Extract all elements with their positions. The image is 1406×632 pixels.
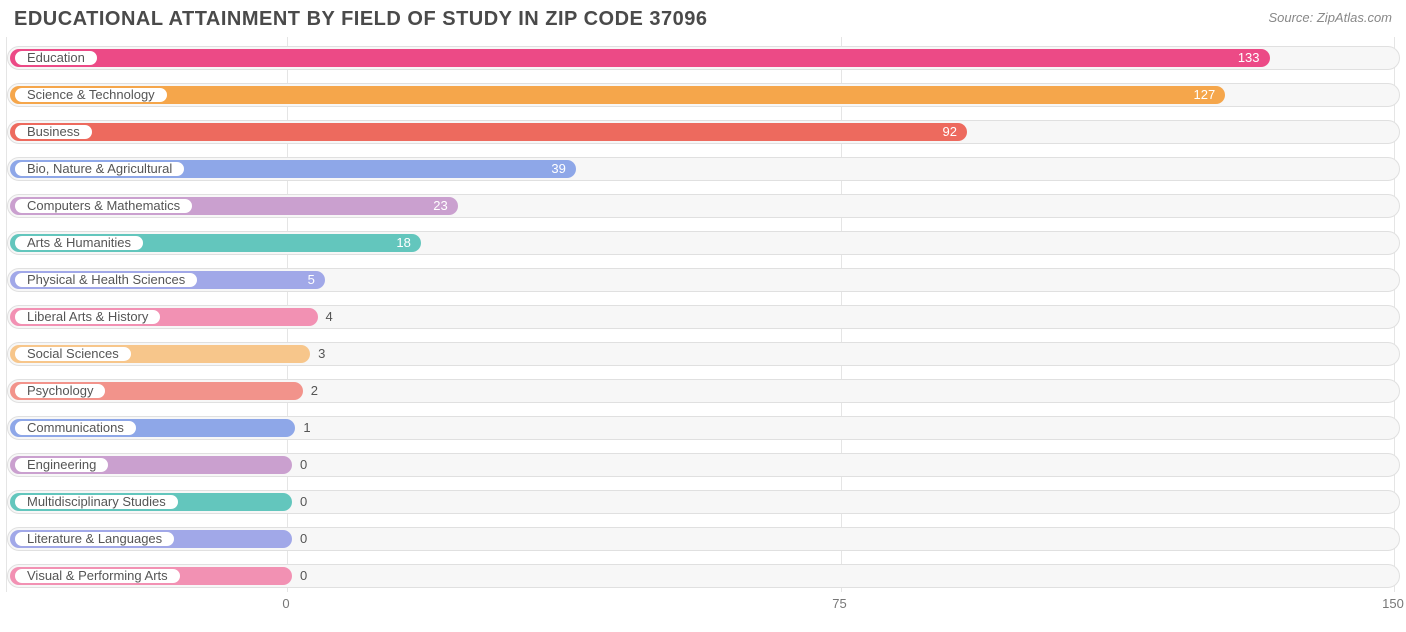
bar-rows: 133 Education 127 Science & Technology 92 Bus… [7, 37, 1400, 594]
bar-row: 0 Visual & Performing Arts [7, 557, 1400, 594]
bar-track: 2 Psychology [7, 379, 1400, 403]
bar-track: 3 Social Sciences [7, 342, 1400, 366]
x-tick-label: 0 [282, 596, 289, 611]
bar-value-label: 133 [1238, 49, 1260, 67]
chart: 133 Education 127 Science & Technology 92 Bus… [6, 37, 1400, 620]
bar-row: 92 Business [7, 113, 1400, 150]
bar-track: 0 Visual & Performing Arts [7, 564, 1400, 588]
x-tick-label: 75 [832, 596, 846, 611]
bar-row: 133 Education [7, 39, 1400, 76]
bar-track: 0 Multidisciplinary Studies [7, 490, 1400, 514]
bar-value-label: 23 [433, 197, 447, 215]
bar-row: 0 Multidisciplinary Studies [7, 483, 1400, 520]
bar-row: 1 Communications [7, 409, 1400, 446]
bar-fill: 133 [10, 49, 1270, 67]
bar-track: 0 Literature & Languages [7, 527, 1400, 551]
chart-title: EDUCATIONAL ATTAINMENT BY FIELD OF STUDY… [14, 8, 708, 31]
bar-value-label: 0 [300, 454, 307, 476]
bar-value-label: 0 [300, 528, 307, 550]
x-axis: 075150 [6, 592, 1400, 620]
bar-row: 23 Computers & Mathematics [7, 187, 1400, 224]
bar-value-label: 127 [1194, 86, 1216, 104]
bar-value-label: 1 [303, 417, 310, 439]
chart-header: EDUCATIONAL ATTAINMENT BY FIELD OF STUDY… [0, 0, 1406, 37]
bar-row: 127 Science & Technology [7, 76, 1400, 113]
bar-row: 5 Physical & Health Sciences [7, 261, 1400, 298]
x-tick-label: 150 [1382, 596, 1404, 611]
bar-fill: 127 [10, 86, 1225, 104]
bar-category-pill: Engineering [14, 457, 109, 473]
chart-source: Source: ZipAtlas.com [1268, 8, 1392, 25]
bar-row: 3 Social Sciences [7, 335, 1400, 372]
bar-value-label: 18 [396, 234, 410, 252]
bar-value-label: 2 [311, 380, 318, 402]
bar-row: 18 Arts & Humanities [7, 224, 1400, 261]
bar-category-pill: Business [14, 124, 93, 140]
bar-category-pill: Physical & Health Sciences [14, 272, 198, 288]
bar-track: 133 Education [7, 46, 1400, 70]
bar-row: 0 Literature & Languages [7, 520, 1400, 557]
bar-category-pill: Psychology [14, 383, 106, 399]
bar-value-label: 3 [318, 343, 325, 365]
plot-area: 133 Education 127 Science & Technology 92 Bus… [6, 37, 1400, 592]
bar-row: 2 Psychology [7, 372, 1400, 409]
bar-fill: 92 [10, 123, 967, 141]
bar-category-pill: Education [14, 50, 98, 66]
bar-value-label: 4 [326, 306, 333, 328]
bar-track: 1 Communications [7, 416, 1400, 440]
bar-value-label: 92 [942, 123, 956, 141]
bar-value-label: 0 [300, 565, 307, 587]
bar-track: 0 Engineering [7, 453, 1400, 477]
bar-category-pill: Bio, Nature & Agricultural [14, 161, 185, 177]
bar-category-pill: Multidisciplinary Studies [14, 494, 179, 510]
bar-track: 92 Business [7, 120, 1400, 144]
bar-category-pill: Communications [14, 420, 137, 436]
bar-category-pill: Computers & Mathematics [14, 198, 193, 214]
bar-category-pill: Social Sciences [14, 346, 132, 362]
bar-track: 5 Physical & Health Sciences [7, 268, 1400, 292]
bar-value-label: 5 [308, 271, 315, 289]
bar-category-pill: Arts & Humanities [14, 235, 144, 251]
bar-row: 0 Engineering [7, 446, 1400, 483]
bar-value-label: 39 [551, 160, 565, 178]
bar-row: 4 Liberal Arts & History [7, 298, 1400, 335]
bar-category-pill: Liberal Arts & History [14, 309, 161, 325]
bar-value-label: 0 [300, 491, 307, 513]
bar-track: 127 Science & Technology [7, 83, 1400, 107]
bar-category-pill: Science & Technology [14, 87, 168, 103]
bar-track: 39 Bio, Nature & Agricultural [7, 157, 1400, 181]
bar-category-pill: Literature & Languages [14, 531, 175, 547]
bar-track: 23 Computers & Mathematics [7, 194, 1400, 218]
bar-category-pill: Visual & Performing Arts [14, 568, 181, 584]
bar-track: 4 Liberal Arts & History [7, 305, 1400, 329]
bar-track: 18 Arts & Humanities [7, 231, 1400, 255]
bar-row: 39 Bio, Nature & Agricultural [7, 150, 1400, 187]
